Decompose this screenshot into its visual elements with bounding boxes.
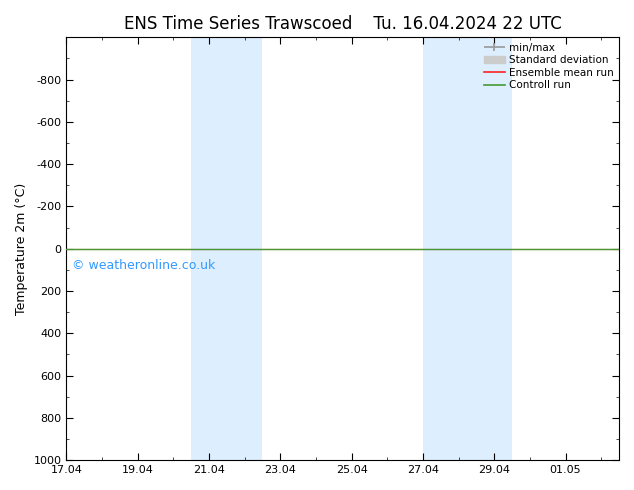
- Text: © weatheronline.co.uk: © weatheronline.co.uk: [72, 259, 215, 272]
- Legend: min/max, Standard deviation, Ensemble mean run, Controll run: min/max, Standard deviation, Ensemble me…: [481, 39, 617, 94]
- Bar: [423, 37, 512, 460]
- Title: ENS Time Series Trawscoed    Tu. 16.04.2024 22 UTC: ENS Time Series Trawscoed Tu. 16.04.2024…: [124, 15, 562, 33]
- Y-axis label: Temperature 2m (°C): Temperature 2m (°C): [15, 183, 28, 315]
- Bar: [191, 37, 262, 460]
